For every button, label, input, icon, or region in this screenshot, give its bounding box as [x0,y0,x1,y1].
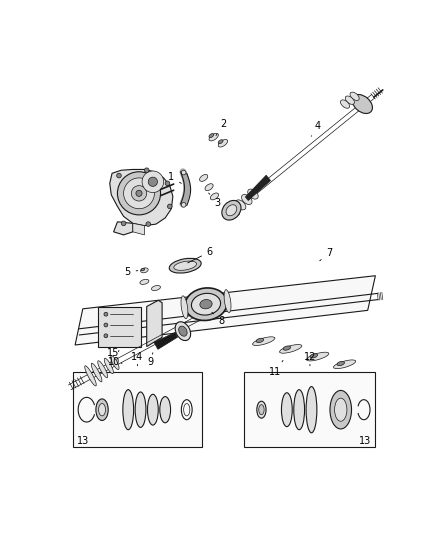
Text: 6: 6 [188,247,213,263]
Ellipse shape [307,352,329,361]
Polygon shape [113,222,133,235]
Ellipse shape [282,393,292,426]
Circle shape [104,312,108,316]
Text: 7: 7 [320,248,332,261]
Text: 14: 14 [131,352,144,366]
Ellipse shape [352,94,372,114]
Ellipse shape [175,322,191,341]
Ellipse shape [200,174,208,181]
Ellipse shape [104,358,113,374]
Ellipse shape [98,361,108,378]
Circle shape [142,171,164,192]
Text: 9: 9 [148,353,154,367]
Bar [98,306,141,346]
Ellipse shape [96,399,108,421]
Text: 3: 3 [208,193,221,207]
Circle shape [104,323,108,327]
Ellipse shape [229,205,240,215]
Ellipse shape [257,401,266,418]
Circle shape [145,168,149,173]
Ellipse shape [253,337,275,345]
Polygon shape [245,175,271,200]
Ellipse shape [241,195,252,205]
Text: 5: 5 [124,267,138,277]
Polygon shape [154,333,177,349]
Text: 4: 4 [311,120,321,136]
Polygon shape [75,276,375,345]
Ellipse shape [85,366,96,386]
Ellipse shape [148,394,158,425]
Ellipse shape [152,286,160,290]
Ellipse shape [226,205,237,216]
Text: 12: 12 [304,352,316,366]
Ellipse shape [135,392,146,427]
Ellipse shape [140,279,149,285]
Circle shape [131,185,147,201]
Ellipse shape [123,390,134,430]
Text: 13: 13 [358,436,371,446]
Ellipse shape [345,96,354,104]
Circle shape [124,178,155,209]
Ellipse shape [210,193,219,200]
Circle shape [121,221,126,225]
Ellipse shape [248,189,258,199]
Ellipse shape [141,268,145,271]
Ellipse shape [160,397,170,423]
Text: 10: 10 [107,350,120,367]
Ellipse shape [185,288,227,320]
Text: 11: 11 [269,360,283,377]
Ellipse shape [306,386,317,433]
Circle shape [148,177,158,187]
Ellipse shape [283,346,290,350]
Circle shape [117,173,121,178]
Ellipse shape [294,390,304,430]
Text: 2: 2 [216,119,227,135]
Circle shape [146,222,151,227]
Ellipse shape [191,293,221,315]
Ellipse shape [350,92,359,101]
Bar [244,372,375,447]
Ellipse shape [181,296,188,319]
Ellipse shape [200,300,212,309]
Circle shape [181,203,186,207]
Ellipse shape [209,133,219,141]
Text: 8: 8 [212,312,224,326]
Ellipse shape [209,134,214,138]
Ellipse shape [99,403,106,416]
Circle shape [117,172,161,215]
Text: 15: 15 [107,348,122,364]
Ellipse shape [111,356,119,369]
Ellipse shape [256,338,264,343]
Circle shape [136,190,142,196]
Ellipse shape [222,200,241,220]
Circle shape [104,334,108,338]
Ellipse shape [335,398,347,421]
Polygon shape [110,169,173,225]
Ellipse shape [224,289,231,312]
Ellipse shape [179,326,187,336]
Ellipse shape [337,361,344,366]
Ellipse shape [310,354,318,358]
Ellipse shape [330,391,352,429]
Ellipse shape [259,405,264,415]
Polygon shape [133,223,145,235]
Ellipse shape [279,344,302,353]
Ellipse shape [205,184,213,191]
Circle shape [181,170,186,175]
Ellipse shape [169,259,201,273]
Circle shape [165,181,170,185]
Ellipse shape [340,100,350,108]
Ellipse shape [141,268,148,273]
Ellipse shape [174,261,197,270]
Ellipse shape [235,200,246,210]
Ellipse shape [218,140,228,147]
Ellipse shape [91,363,102,382]
Bar [73,372,202,447]
Text: 13: 13 [78,436,90,446]
Ellipse shape [218,140,223,144]
Polygon shape [147,301,162,346]
Circle shape [167,204,172,209]
Ellipse shape [333,360,356,369]
Text: 1: 1 [168,172,181,183]
